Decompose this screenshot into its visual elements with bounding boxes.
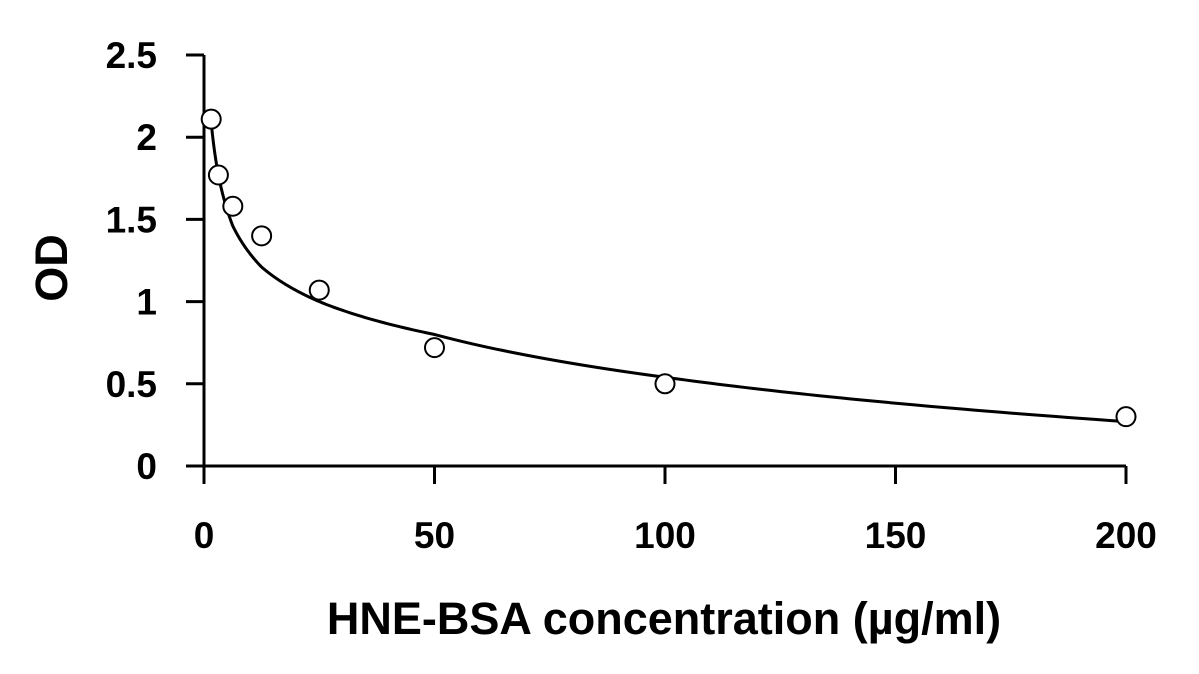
- data-point: [251, 225, 273, 247]
- x-tick-label: 100: [634, 515, 696, 556]
- data-point: [308, 279, 330, 301]
- y-tick-label: 0.5: [106, 364, 157, 405]
- x-axis-tick-labels: 0 50 100 150 200: [194, 515, 1157, 556]
- y-axis-tick-labels: 0 0.5 1 1.5 2 2.5: [106, 35, 157, 487]
- data-point: [200, 108, 222, 130]
- y-tick-label: 0: [136, 446, 157, 487]
- x-tick-label: 200: [1095, 515, 1157, 556]
- x-tick-label: 0: [194, 515, 215, 556]
- x-axis-title: HNE-BSA concentration (µg/ml): [327, 593, 1001, 644]
- x-axis-ticks: [202, 466, 1128, 484]
- data-points: [200, 108, 1137, 428]
- y-tick-label: 1: [136, 282, 157, 323]
- x-tick-label: 150: [865, 515, 927, 556]
- data-point: [424, 337, 445, 359]
- y-tick-label: 1.5: [106, 199, 157, 240]
- y-tick-label: 2.5: [106, 35, 157, 76]
- y-tick-label: 2: [136, 117, 157, 158]
- x-tick-label: 50: [414, 515, 455, 556]
- data-point: [222, 195, 244, 217]
- y-axis-title: OD: [26, 234, 77, 302]
- data-point: [207, 164, 229, 186]
- data-point: [654, 373, 676, 395]
- data-point: [1115, 406, 1137, 428]
